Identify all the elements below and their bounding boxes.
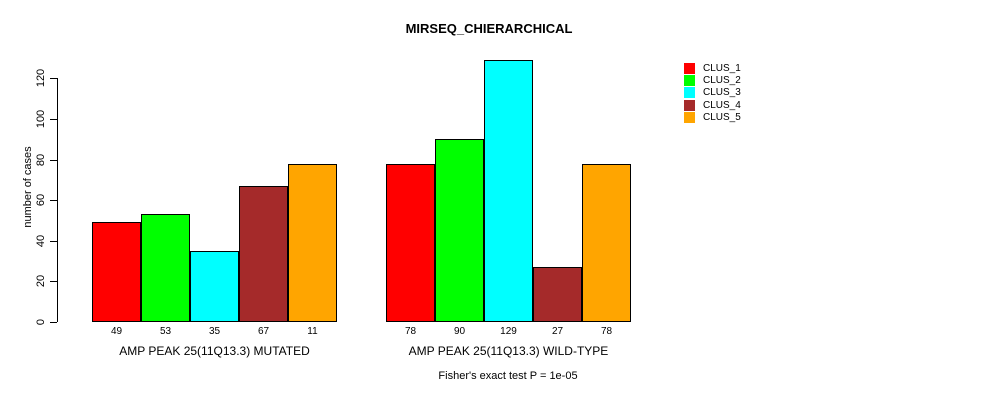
bar-value-label: 78 bbox=[404, 326, 417, 337]
bar bbox=[190, 251, 239, 322]
bar-value-label: 67 bbox=[257, 326, 270, 337]
bar-value-label: 11 bbox=[307, 326, 318, 337]
y-axis-tick bbox=[50, 322, 57, 323]
y-axis-tick bbox=[50, 240, 57, 242]
bar-value-label: 78 bbox=[600, 326, 613, 337]
legend-label: CLUS_4 bbox=[703, 100, 741, 111]
y-axis-line bbox=[57, 78, 58, 322]
bar bbox=[533, 267, 582, 322]
bar bbox=[288, 164, 337, 322]
y-axis-tick-label: 80 bbox=[35, 153, 47, 166]
bar bbox=[141, 214, 190, 322]
bar bbox=[484, 60, 533, 322]
legend-swatch bbox=[684, 87, 695, 98]
y-axis-tick bbox=[50, 200, 57, 202]
bar bbox=[239, 186, 288, 322]
bar-value-label: 129 bbox=[500, 326, 517, 337]
bar-value-label: 53 bbox=[159, 326, 172, 337]
bar-value-label: 49 bbox=[110, 326, 123, 337]
legend-label: CLUS_3 bbox=[703, 87, 741, 98]
y-axis-tick bbox=[50, 78, 57, 80]
bar-value-label: 90 bbox=[453, 326, 466, 337]
y-axis-tick bbox=[50, 118, 57, 120]
bar bbox=[582, 164, 631, 322]
legend-label: CLUS_5 bbox=[703, 112, 741, 123]
y-axis-tick-label: 120 bbox=[35, 69, 47, 88]
annotation-text: Fisher's exact test P = 1e-05 bbox=[438, 370, 578, 382]
bar bbox=[435, 139, 484, 322]
y-axis-tick bbox=[50, 159, 57, 161]
chart-title: MIRSEQ_CHIERARCHICAL bbox=[405, 21, 573, 36]
x-axis-group-label: AMP PEAK 25(11Q13.3) WILD-TYPE bbox=[408, 344, 609, 358]
y-axis-tick-label: 60 bbox=[35, 193, 47, 207]
y-axis-tick-label: 100 bbox=[35, 109, 47, 129]
bar bbox=[386, 164, 435, 322]
y-axis-tick-label: 40 bbox=[35, 234, 47, 247]
x-axis-group-label: AMP PEAK 25(11Q13.3) MUTATED bbox=[119, 344, 310, 358]
y-axis-tick-label: 0 bbox=[35, 318, 47, 326]
bar-value-label: 27 bbox=[551, 326, 564, 337]
bar bbox=[92, 222, 141, 322]
legend-swatch bbox=[684, 63, 695, 74]
y-axis-tick bbox=[50, 281, 57, 283]
bar-value-label: 35 bbox=[208, 326, 221, 337]
y-axis-title: number of cases bbox=[22, 146, 34, 228]
legend-swatch bbox=[684, 112, 695, 123]
y-axis-tick-label: 20 bbox=[35, 275, 47, 288]
legend-swatch bbox=[684, 75, 695, 86]
legend-label: CLUS_1 bbox=[703, 63, 741, 74]
legend-label: CLUS_2 bbox=[703, 75, 741, 86]
legend-swatch bbox=[684, 100, 695, 111]
